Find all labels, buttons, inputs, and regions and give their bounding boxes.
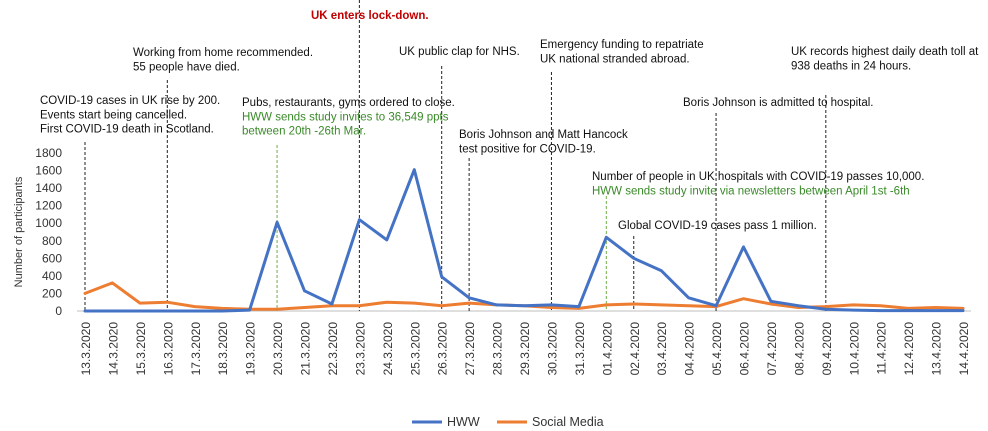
annotation-text: 938 deaths in 24 hours. [791, 60, 911, 72]
x-axis: 13.3.2020 14.3.2020 15.3.2020 16.3.2020 17.3… [77, 310, 971, 376]
annotation-text: 55 people have died. [133, 61, 240, 73]
annotation-text: UK public clap for NHS. [399, 46, 520, 58]
x-tick-label: 24.3.2020 [381, 322, 395, 376]
x-tick-label: 06.4.2020 [738, 322, 752, 376]
x-tick-label: 16.3.2020 [161, 322, 175, 376]
annotation-text: Number of people in UK hospitals with CO… [592, 171, 924, 183]
y-tick-label: 600 [42, 251, 62, 265]
legend-label-hww: HWW [447, 415, 480, 429]
annotation-lines [84, 0, 827, 311]
y-axis: 0 200 400 600 800 1000 1200 1400 1600 1800 [35, 146, 62, 318]
x-tick-label: 15.3.2020 [134, 322, 148, 376]
y-axis-label: Number of participants [13, 176, 25, 287]
x-tick-label: 05.4.2020 [710, 322, 724, 376]
annotation-23.3.2020: UK enters lock-down. [311, 10, 429, 22]
annotation-09.4.2020: UK records highest daily death toll at 93… [791, 46, 979, 72]
x-tick-label: 20.3.2020 [271, 322, 285, 376]
annotation-text: COVID-19 cases in UK rise by 200. [40, 95, 220, 107]
x-tick-label: 23.3.2020 [353, 322, 367, 376]
annotation-text: UK records highest daily death toll at [791, 46, 979, 58]
annotation-30.3.2020: Emergency funding to repatriate UK nation… [540, 39, 704, 65]
x-tick-label: 18.3.2020 [216, 322, 230, 376]
annotation-20.3.2020: Pubs, restaurants, gyms ordered to close… [242, 97, 455, 138]
legend-label-social-media: Social Media [532, 415, 604, 429]
y-tick-label: 0 [55, 304, 62, 318]
x-tick-label: 13.3.2020 [79, 322, 93, 376]
y-tick-label: 1200 [35, 199, 62, 213]
x-tick-label: 11.4.2020 [875, 322, 889, 375]
x-tick-label: 17.3.2020 [189, 322, 203, 376]
y-tick-label: 800 [42, 234, 62, 248]
annotation-text: Global COVID-19 cases pass 1 million. [618, 220, 817, 232]
y-tick-label: 1000 [35, 216, 62, 230]
x-tick-label: 14.4.2020 [957, 322, 971, 376]
annotation-text: UK enters lock-down. [311, 10, 429, 22]
x-tick-label: 12.4.2020 [902, 322, 916, 376]
x-tick-label: 19.3.2020 [244, 322, 258, 376]
series-layer [83, 168, 965, 313]
annotation-text: Pubs, restaurants, gyms ordered to close… [242, 97, 455, 109]
x-tick-label: 13.4.2020 [930, 322, 944, 376]
annotation-16.3.2020: Working from home recommended. 55 people … [133, 47, 313, 73]
annotation-green-text: HWW sends study invite via newsletters b… [592, 185, 910, 197]
x-tick-label: 27.3.2020 [463, 322, 477, 376]
annotation-05.4.2020: Boris Johnson is admitted to hospital. [683, 97, 874, 109]
annotation-02.4.2020: Global COVID-19 cases pass 1 million. [618, 220, 817, 232]
x-tick-label: 07.4.2020 [765, 322, 779, 376]
x-tick-label: 28.3.2020 [491, 322, 505, 376]
x-tick-label: 04.4.2020 [683, 322, 697, 376]
annotation-text: UK national stranded abroad. [540, 53, 690, 65]
annotation-13.3.2020: COVID-19 cases in UK rise by 200. Events … [40, 95, 220, 136]
annotation-text: First COVID-19 death in Scotland. [40, 124, 214, 136]
x-tick-label: 22.3.2020 [326, 322, 340, 376]
y-tick-label: 400 [42, 269, 62, 283]
x-tick-label: 21.3.2020 [299, 322, 313, 376]
annotation-text: Events start being cancelled. [40, 109, 187, 121]
annotation-text: Working from home recommended. [133, 47, 313, 59]
x-tick-label: 14.3.2020 [106, 322, 120, 376]
annotation-26.3.2020: UK public clap for NHS. [399, 46, 520, 58]
x-tick-label: 01.4.2020 [600, 322, 614, 376]
annotation-text: Boris Johnson is admitted to hospital. [683, 97, 874, 109]
x-tick-label: 30.3.2020 [545, 322, 559, 376]
annotation-green-text: HWW sends study invites to 36,549 ppts [242, 111, 449, 123]
x-tick-label: 09.4.2020 [820, 322, 834, 376]
annotation-01.4.2020: Number of people in UK hospitals with CO… [592, 171, 924, 197]
x-tick-label: 08.4.2020 [792, 322, 806, 376]
y-tick-label: 1800 [35, 146, 62, 160]
annotation-texts: COVID-19 cases in UK rise by 200. Events … [40, 10, 979, 232]
annotation-text: Emergency funding to repatriate [540, 39, 704, 51]
series-line-hww [83, 168, 965, 313]
y-tick-label: 1400 [35, 181, 62, 195]
x-tick-label: 25.3.2020 [408, 322, 422, 376]
x-tick-label: 26.3.2020 [436, 322, 450, 376]
annotation-text: test positive for COVID-19. [459, 143, 596, 155]
legend: HWW Social Media [412, 415, 604, 429]
y-tick-label: 200 [42, 286, 62, 300]
x-tick-label: 02.4.2020 [628, 322, 642, 376]
annotation-green-text: between 20th -26th Mar. [242, 126, 366, 138]
annotation-text: Boris Johnson and Matt Hancock [459, 129, 628, 141]
x-tick-label: 31.3.2020 [573, 322, 587, 376]
x-tick-label: 03.4.2020 [655, 322, 669, 376]
y-tick-label: 1600 [35, 164, 62, 178]
x-tick-label: 29.3.2020 [518, 322, 532, 376]
x-tick-label: 10.4.2020 [847, 322, 861, 376]
annotation-27.3.2020: Boris Johnson and Matt Hancock test posit… [459, 129, 628, 155]
